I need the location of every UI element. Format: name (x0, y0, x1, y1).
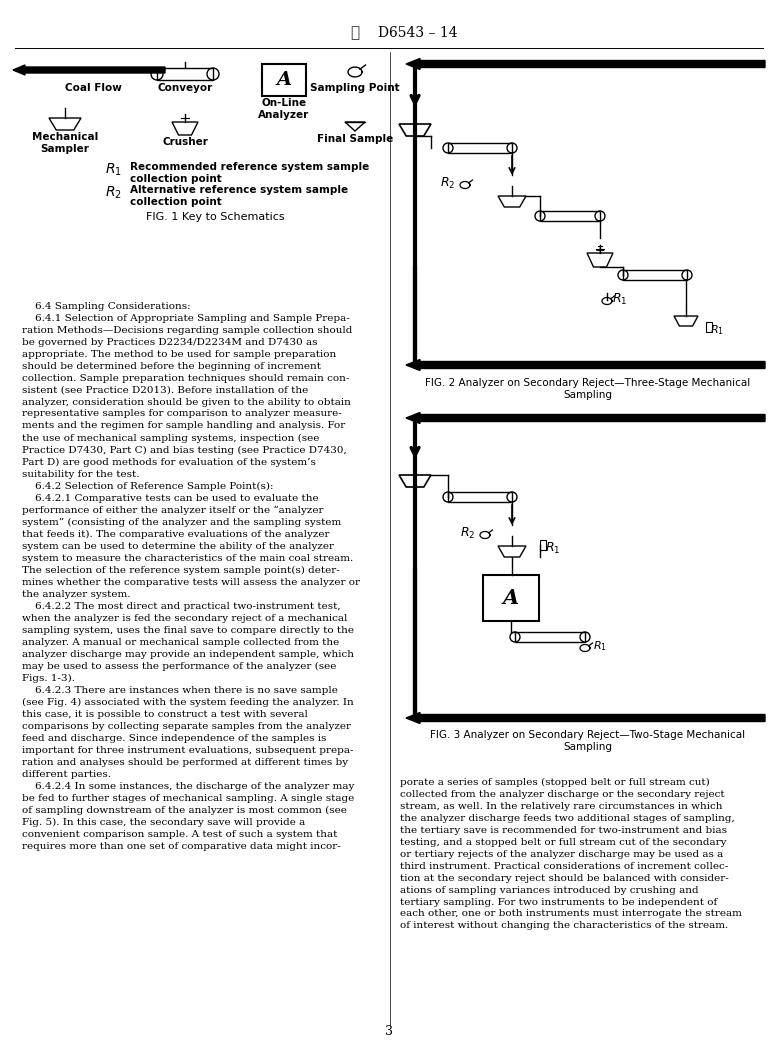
Text: 3: 3 (385, 1025, 393, 1038)
Text: On-Line
Analyzer: On-Line Analyzer (258, 98, 310, 120)
Text: Mechanical
Sampler: Mechanical Sampler (32, 132, 98, 154)
Text: $R_1$: $R_1$ (593, 639, 607, 653)
Text: +: + (594, 244, 605, 256)
FancyArrow shape (406, 712, 765, 723)
Text: FIG. 3 Analyzer on Secondary Reject—Two-Stage Mechanical
Sampling: FIG. 3 Analyzer on Secondary Reject—Two-… (430, 730, 745, 752)
Text: $R_2$: $R_2$ (460, 526, 475, 540)
Bar (515, 632, 585, 642)
Text: FIG. 2 Analyzer on Secondary Reject—Three-Stage Mechanical
Sampling: FIG. 2 Analyzer on Secondary Reject—Thre… (426, 378, 751, 400)
FancyArrow shape (13, 65, 165, 75)
Text: $R_1$: $R_1$ (710, 323, 724, 337)
Text: Final Sample: Final Sample (317, 134, 393, 144)
Bar (540, 540, 546, 550)
Text: $R_2$: $R_2$ (105, 185, 122, 201)
Text: 6.4 Sampling Considerations:
    6.4.1 Selection of Appropriate Sampling and Sam: 6.4 Sampling Considerations: 6.4.1 Selec… (22, 302, 360, 850)
Text: A: A (503, 588, 519, 608)
Text: porate a series of samples (stopped belt or full stream cut)
collected from the : porate a series of samples (stopped belt… (400, 778, 742, 931)
FancyArrow shape (406, 359, 765, 371)
Bar (157, 68, 213, 80)
Bar (262, 64, 306, 96)
FancyArrow shape (406, 58, 765, 70)
Text: $R_1$: $R_1$ (612, 291, 627, 306)
Text: Recommended reference system sample
collection point: Recommended reference system sample coll… (130, 162, 370, 183)
Text: Conveyor: Conveyor (157, 83, 212, 93)
Bar (448, 492, 512, 502)
Text: Sampling Point: Sampling Point (310, 83, 400, 93)
Text: Crusher: Crusher (162, 137, 208, 147)
Bar (483, 575, 539, 621)
Bar (540, 211, 600, 221)
Text: Ⓜ: Ⓜ (350, 25, 359, 41)
Text: FIG. 1 Key to Schematics: FIG. 1 Key to Schematics (145, 212, 284, 222)
Text: $R_1$: $R_1$ (105, 162, 122, 178)
FancyArrow shape (406, 412, 765, 424)
Bar (448, 143, 512, 153)
Text: A: A (276, 71, 292, 88)
Text: $R_1$: $R_1$ (545, 540, 560, 556)
Text: Alternative reference system sample
collection point: Alternative reference system sample coll… (130, 185, 348, 206)
Text: $R_2$: $R_2$ (440, 176, 455, 191)
Bar (706, 322, 712, 332)
Text: Coal Flow: Coal Flow (65, 83, 121, 93)
Text: D6543 – 14: D6543 – 14 (378, 26, 457, 40)
Bar (623, 270, 687, 280)
